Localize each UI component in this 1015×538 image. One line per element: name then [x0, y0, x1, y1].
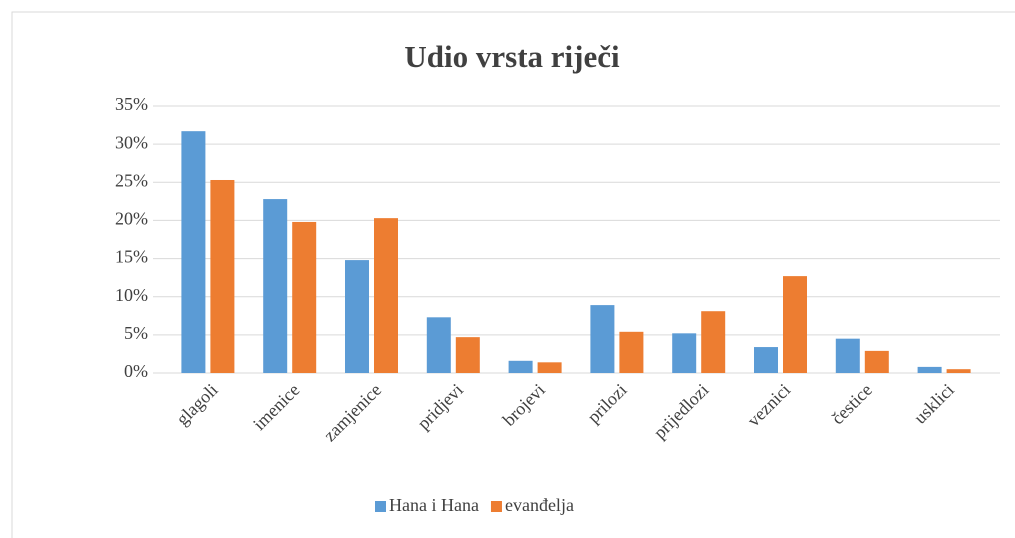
legend-swatch	[375, 501, 386, 512]
bar	[181, 131, 206, 373]
bar	[917, 366, 942, 373]
bar	[374, 218, 398, 373]
legend-swatch	[490, 501, 502, 512]
chart-title: Udio vrsta riječi	[404, 39, 620, 74]
y-tick-label: 25%	[115, 170, 148, 190]
y-tick-label: 5%	[124, 323, 148, 343]
bar	[946, 369, 971, 373]
y-tick-label: 35%	[115, 94, 148, 114]
bar	[345, 260, 369, 373]
y-tick-label: 20%	[115, 209, 148, 229]
legend-label: evanđelja	[505, 495, 574, 515]
y-tick-label: 10%	[115, 285, 148, 305]
bar	[455, 337, 480, 373]
bar	[210, 179, 235, 373]
bar	[864, 350, 889, 373]
y-tick-label: 15%	[115, 247, 148, 267]
legend-label: Hana i Hana	[389, 495, 479, 515]
bar	[292, 221, 317, 373]
bar	[672, 333, 697, 373]
bar	[590, 305, 615, 373]
bar	[619, 331, 644, 373]
bar	[426, 317, 451, 373]
y-tick-label: 30%	[115, 132, 148, 152]
bar	[783, 276, 807, 373]
bar	[537, 362, 562, 373]
bar	[263, 199, 288, 373]
bar	[754, 347, 778, 373]
bar	[835, 338, 860, 373]
bar	[508, 360, 533, 373]
y-tick-label: 0%	[124, 361, 148, 381]
chart-frame	[11, 11, 1015, 538]
bar	[701, 311, 726, 373]
